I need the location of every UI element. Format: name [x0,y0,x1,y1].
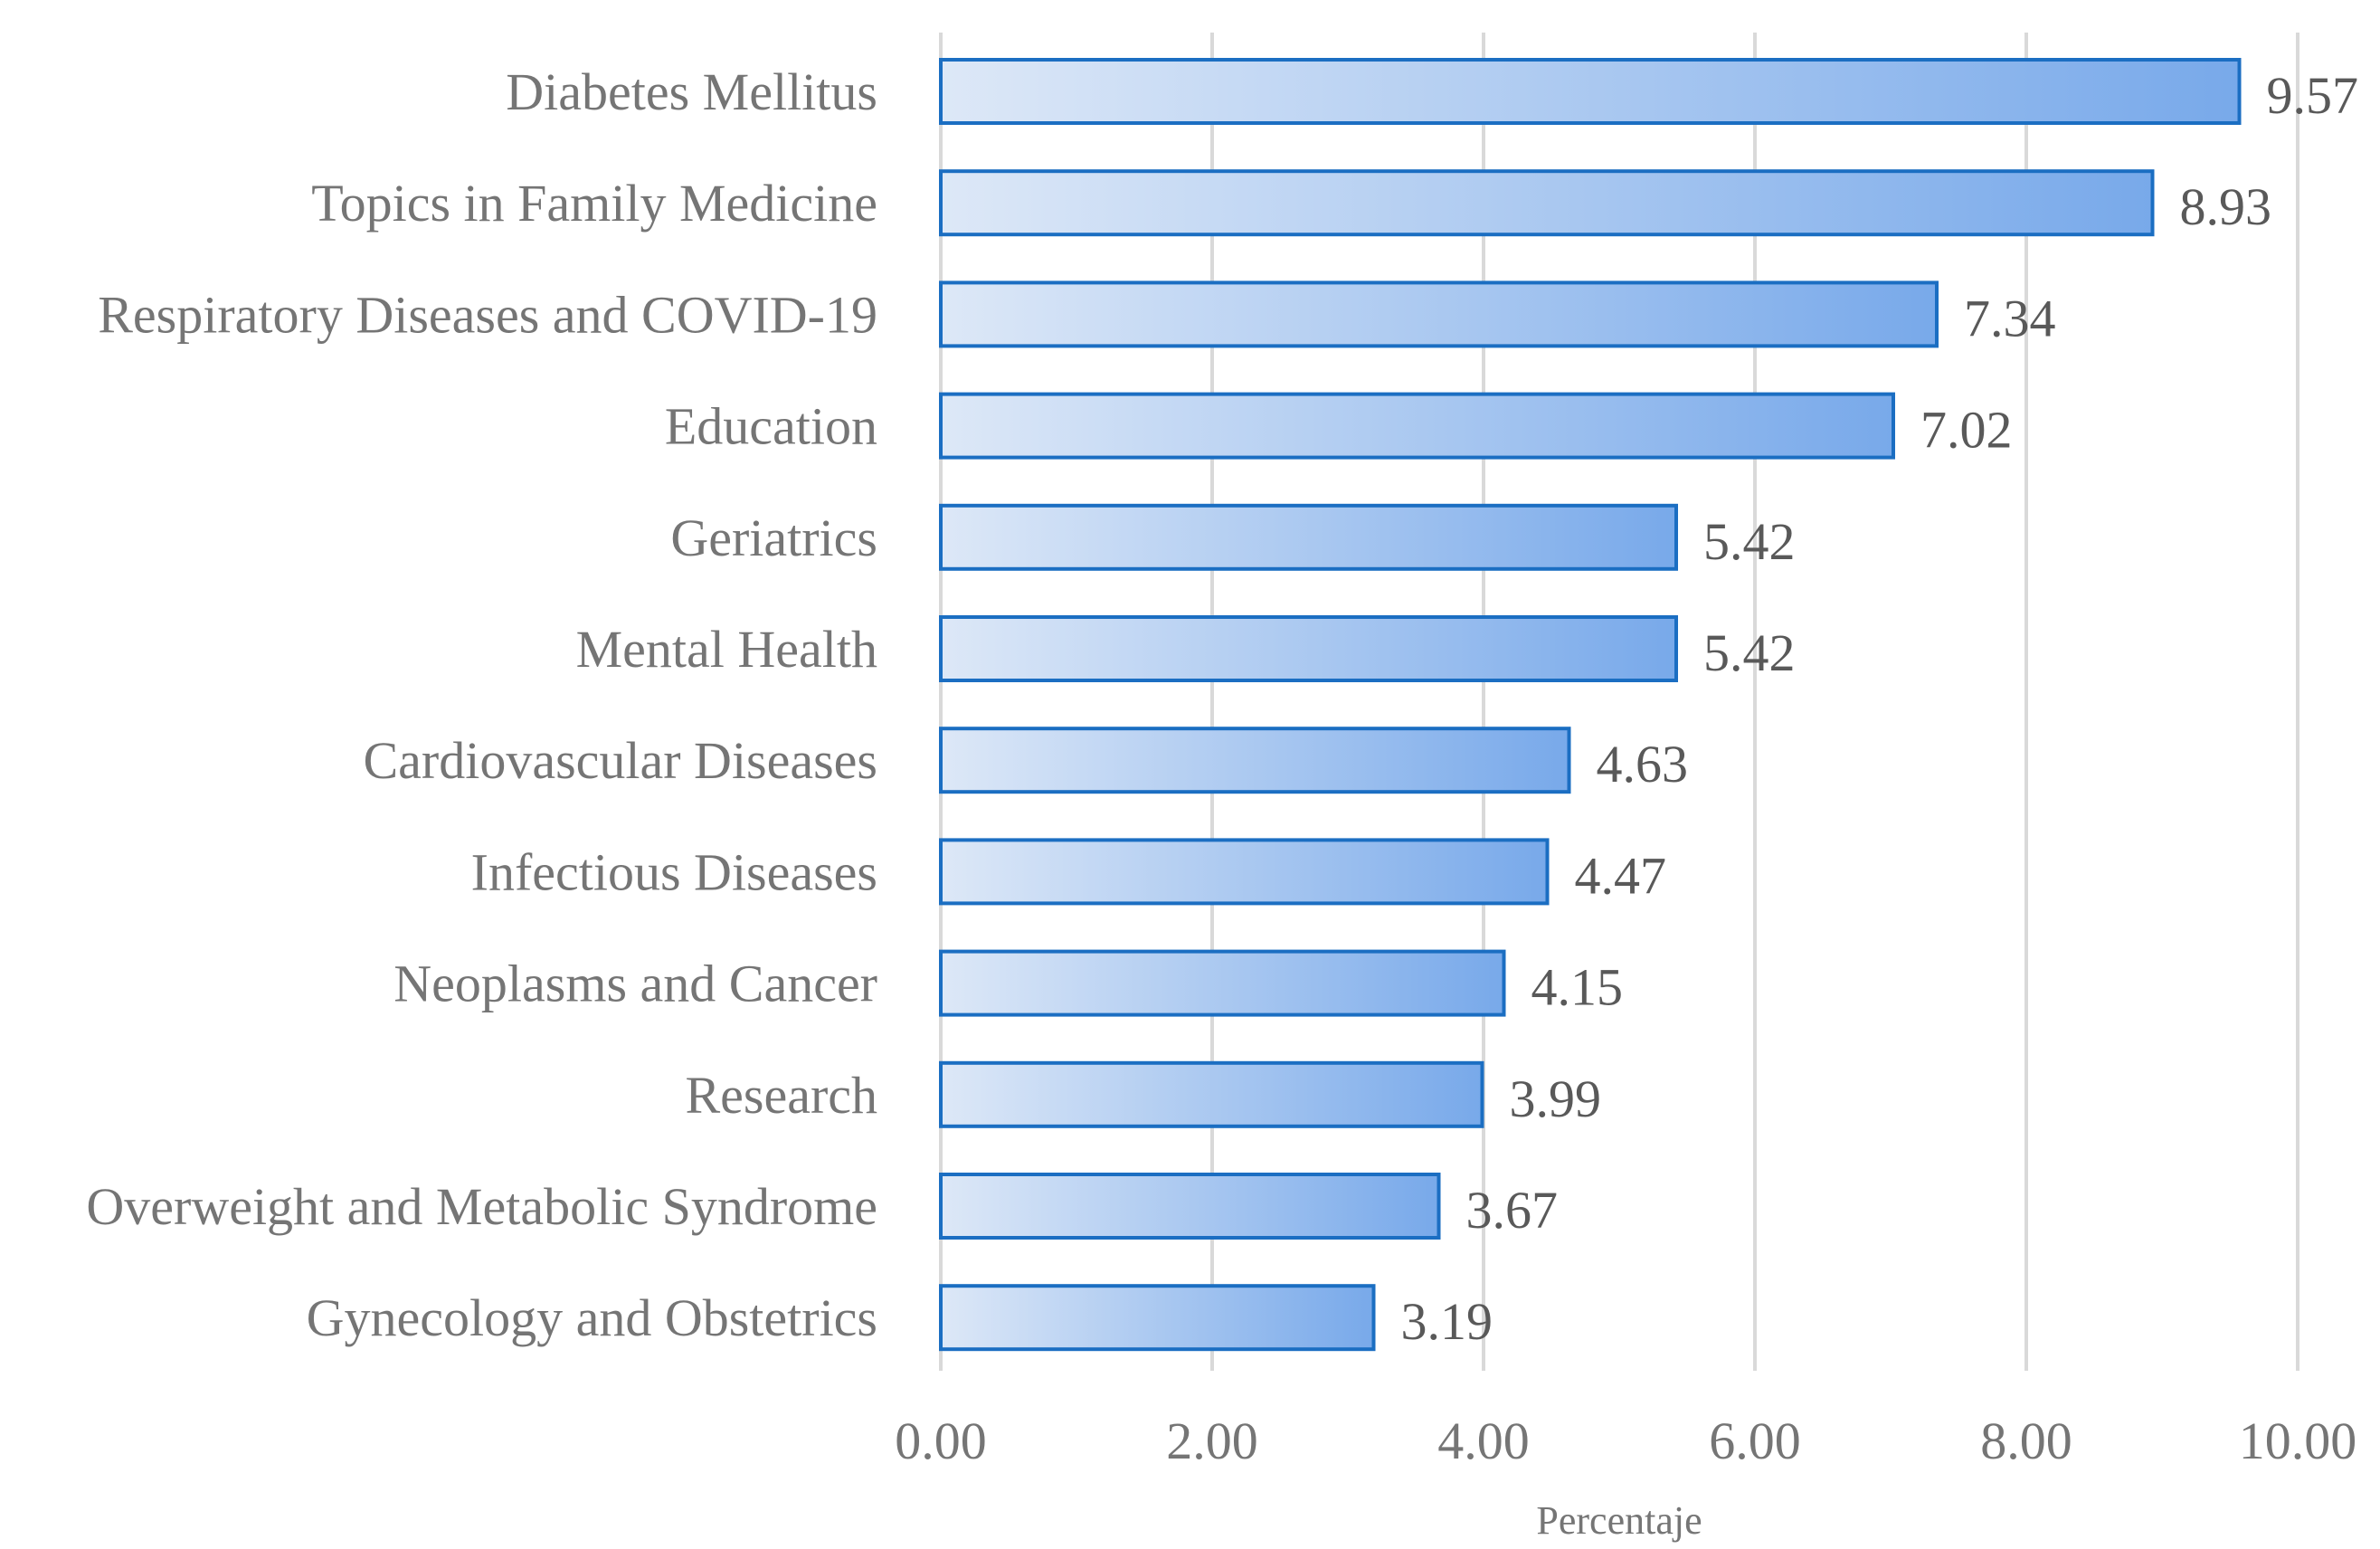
value-label-11: 3.19 [1401,1292,1493,1351]
bar-6 [939,727,1571,794]
category-label-8: Neoplasms and Cancer [394,955,877,1013]
category-label-7: Infectious Diseases [471,842,877,901]
tick-label-0: 0.00 [895,1411,987,1470]
bar-7 [939,838,1550,906]
bar-9 [939,1060,1484,1128]
value-label-9: 3.99 [1510,1069,1602,1128]
value-label-0: 9.57 [2267,66,2359,125]
category-label-4: Geriatrics [670,508,877,567]
bar-11 [939,1284,1376,1352]
category-label-0: Diabetes Mellitus [506,62,877,121]
value-labels: 9.578.937.347.025.425.424.634.474.153.99… [1401,66,2359,1351]
value-label-7: 4.47 [1575,846,1667,905]
value-label-8: 4.15 [1531,958,1624,1017]
category-label-2: Respiratory Diseases and COVID-19 [98,285,877,344]
tick-label-3: 6.00 [1709,1411,1801,1470]
value-label-2: 7.34 [1964,289,2056,347]
gridlines [939,33,2299,1371]
x-axis-ticks: 0.00 2.00 4.00 6.00 8.00 10.00 [895,1411,2356,1470]
bar-2 [939,280,1939,348]
value-label-5: 5.42 [1703,623,1796,682]
bar-0 [939,58,2242,125]
bar-1 [939,169,2155,237]
x-axis-title: Percentaje [1536,1498,1702,1543]
value-label-4: 5.42 [1703,512,1796,571]
value-label-1: 8.93 [2180,177,2272,236]
bar-10 [939,1173,1441,1240]
bars [939,58,2242,1352]
tick-label-1: 2.00 [1166,1411,1258,1470]
value-label-10: 3.67 [1466,1181,1559,1240]
tick-label-2: 4.00 [1437,1411,1530,1470]
value-label-6: 4.63 [1597,735,1689,794]
bar-5 [939,615,1678,682]
category-label-11: Gynecology and Obstetrics [307,1288,877,1347]
category-label-5: Mental Health [576,620,877,679]
category-label-1: Topics in Family Medicine [311,174,877,233]
bar-8 [939,949,1506,1017]
category-label-9: Research [685,1066,877,1125]
bar-4 [939,503,1678,571]
value-label-3: 7.02 [1920,401,2013,460]
category-label-3: Education [665,397,877,456]
category-label-10: Overweight and Metabolic Syndrome [86,1177,877,1236]
bar-3 [939,392,1895,460]
category-labels: Diabetes Mellitus Topics in Family Medici… [86,62,877,1347]
tick-label-4: 8.00 [1980,1411,2072,1470]
tick-label-5: 10.00 [2239,1411,2357,1470]
category-label-6: Cardiovascular Diseases [363,731,877,790]
